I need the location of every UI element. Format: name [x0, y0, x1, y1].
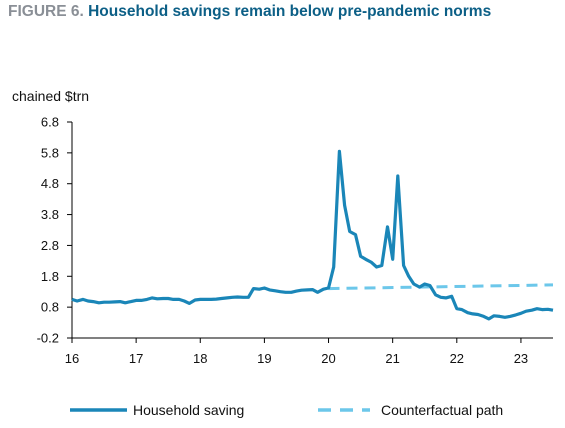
figure-title-text: Household savings remain below pre-pande…	[88, 3, 492, 20]
legend-label: Household saving	[133, 402, 244, 418]
figure-title: FIGURE 6. Household savings remain below…	[8, 3, 491, 21]
figure-number: FIGURE 6.	[8, 3, 84, 20]
chart-axes: -0.2 0.8 1.8 2.8 3.8 4.8 5.8 6.8 16 17 18 19 20 21 22 2…	[37, 115, 553, 366]
y-tick-label: 0.8	[41, 300, 59, 315]
y-tick-label: 2.8	[41, 238, 59, 253]
x-tick-label: 22	[450, 351, 464, 366]
x-tick-label: 18	[193, 351, 207, 366]
legend-label: Counterfactual path	[381, 402, 503, 418]
y-tick-label: 6.8	[41, 115, 59, 130]
y-tick-label: 4.8	[41, 176, 59, 191]
y-tick-label: 5.8	[41, 145, 59, 160]
x-tick-label: 21	[385, 351, 399, 366]
x-tick-label: 19	[257, 351, 271, 366]
counterfactual-path-line	[328, 283, 554, 291]
x-tick-label: 17	[129, 351, 143, 366]
x-tick-label: 23	[514, 351, 528, 366]
y-axis-title: chained $trn	[12, 88, 89, 104]
household-saving-line	[71, 149, 554, 321]
y-tick-label: 3.8	[41, 207, 59, 222]
x-tick-label: 16	[65, 351, 79, 366]
x-tick-label: 20	[321, 351, 335, 366]
y-tick-label: 1.8	[41, 269, 59, 284]
chart-legend: Household saving Counterfactual path	[70, 402, 503, 418]
series-layer	[71, 149, 554, 321]
y-tick-label: -0.2	[37, 331, 59, 346]
